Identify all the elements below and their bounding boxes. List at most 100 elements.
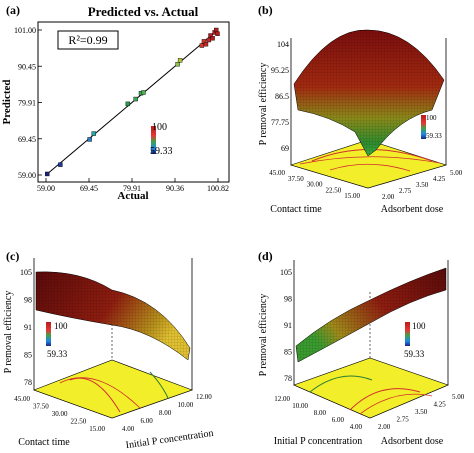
panel-a-x-label: Actual <box>117 190 148 202</box>
panel-a-plot-frame <box>37 21 230 183</box>
panel-a-legend-high: 100 <box>152 122 167 133</box>
y-tick-label: 101.00 <box>14 26 36 35</box>
z-tick-label: 85 <box>284 348 292 357</box>
panel-a-title: Predicted vs. Actual <box>88 4 199 19</box>
panel-d-tag: (d) <box>258 249 273 263</box>
panel-c-contour-line <box>59 377 141 409</box>
panel-d-contour-line <box>309 375 373 393</box>
data-point <box>91 131 96 136</box>
panel-b-y-label: Adsorbent dose <box>381 204 444 215</box>
x-tick-label: 37.50 <box>288 175 304 183</box>
y-tick-label: 2.00 <box>378 423 391 431</box>
panel-b-color-legend <box>421 115 426 139</box>
x-tick-label: 6.00 <box>332 416 345 424</box>
y-tick-label: 79.91 <box>18 99 36 108</box>
panel-c: (c) 78 85 91 98 105 P removal efficiency 15.… <box>3 249 214 451</box>
data-point <box>214 27 219 33</box>
z-tick-label: 85 <box>24 351 32 360</box>
x-tick-label: 45.00 <box>269 169 285 177</box>
panel-c-surface-mesh <box>36 271 190 360</box>
x-tick-label: 22.50 <box>326 186 342 194</box>
data-point <box>215 31 220 36</box>
x-tick-label: 4.00 <box>350 423 363 431</box>
panel-b-z-label: P removal efficiency <box>258 63 269 146</box>
data-point <box>45 171 50 177</box>
z-tick-label: 98 <box>284 295 292 304</box>
panel-c-tag: (c) <box>6 249 19 263</box>
panel-b-z-ticks: 69 77.75 86.5 95.25 104 <box>271 40 289 153</box>
x-tick-label: 8.00 <box>314 409 327 417</box>
r-squared-box <box>57 30 119 50</box>
panel-b-legend-high: 100 <box>426 114 437 122</box>
z-tick-label: 77.75 <box>271 118 289 127</box>
y-tick-label: 2.75 <box>399 187 412 195</box>
y-tick-label: 6.00 <box>141 417 154 425</box>
panel-d-surface-mesh <box>296 268 446 362</box>
panel-b: (b) 69 77.75 86.5 95.25 104 P removal effici… <box>258 3 463 215</box>
panel-d-contour-line <box>359 393 433 415</box>
panel-c-y-label: Initial P concentration <box>125 428 214 451</box>
z-tick-label: 95.25 <box>271 66 289 75</box>
y-tick-label: 10.00 <box>178 401 194 409</box>
panel-b-contour-line <box>299 156 441 165</box>
y-tick-label: 8.00 <box>159 409 172 417</box>
x-tick-label: 12.00 <box>274 395 290 403</box>
z-tick-label: 105 <box>280 268 292 277</box>
x-tick-label: 90.36 <box>166 184 184 193</box>
x-tick-label: 10.00 <box>292 402 308 410</box>
panel-c-color-legend <box>46 322 51 346</box>
x-tick-label: 15.00 <box>344 192 360 200</box>
panel-b-tag: (b) <box>258 3 273 17</box>
z-tick-label: 69 <box>281 144 289 153</box>
y-tick-label: 59.00 <box>18 171 36 180</box>
y-tick-label: 3.50 <box>416 181 429 189</box>
z-tick-label: 104 <box>277 40 289 49</box>
panel-a-y-ticks: 59.00 69.45 79.91 90.45 101.00 <box>14 26 42 180</box>
panel-a-x-ticks: 59.00 69.45 79.91 90.36 100.82 <box>37 178 229 193</box>
y-tick-label: 90.45 <box>18 62 36 71</box>
panel-d-z-ticks: 78 85 91 98 105 <box>280 268 292 383</box>
z-tick-label: 91 <box>24 323 32 332</box>
x-tick-label: 69.45 <box>80 184 98 193</box>
x-tick-label: 15.00 <box>89 425 105 433</box>
panel-a: (a) Predicted vs. Actual R²=0.99 59.00 69… <box>1 3 230 202</box>
panel-d-contour-line <box>349 388 421 411</box>
r-squared-annotation: R²=0.99 <box>68 33 107 47</box>
panel-a-color-legend <box>151 126 156 154</box>
z-tick-label: 98 <box>24 296 32 305</box>
panel-c-legend-high: 100 <box>54 321 68 331</box>
y-tick-label: 5.00 <box>452 393 465 401</box>
panel-b-contour-line <box>329 163 411 172</box>
panel-a-legend-low: 59.33 <box>150 146 173 157</box>
y-tick-label: 5.00 <box>450 169 463 177</box>
z-tick-label: 78 <box>284 374 292 383</box>
panel-b-y-ticks: 2.00 2.75 3.50 4.25 5.00 <box>382 169 463 201</box>
x-tick-label: 100.82 <box>207 184 229 193</box>
data-point <box>199 43 205 48</box>
data-point <box>203 41 209 47</box>
x-tick-label: 45.00 <box>14 395 30 403</box>
panel-a-tag: (a) <box>6 3 20 17</box>
z-tick-label: 86.5 <box>275 92 289 101</box>
data-point <box>177 58 183 63</box>
x-tick-label: 59.00 <box>37 184 55 193</box>
x-tick-label: 30.00 <box>307 181 323 189</box>
panel-b-legend-low: 59.33 <box>426 132 442 140</box>
data-point <box>141 90 146 95</box>
x-tick-label: 30.00 <box>52 410 68 418</box>
y-tick-label: 4.00 <box>122 425 135 433</box>
panel-c-contour-line <box>69 377 121 413</box>
z-tick-label: 91 <box>284 321 292 330</box>
data-point <box>58 162 63 167</box>
z-tick-label: 105 <box>20 268 32 277</box>
data-point <box>210 36 215 41</box>
panel-d-y-label: Adsorbent dose <box>381 436 444 447</box>
panel-d-y-ticks: 2.00 2.75 3.50 4.25 5.00 <box>378 393 465 431</box>
x-tick-label: 37.50 <box>33 403 49 411</box>
data-point <box>133 96 138 102</box>
panel-d-legend-low: 59.33 <box>404 349 425 359</box>
x-tick-label: 79.91 <box>123 184 141 193</box>
